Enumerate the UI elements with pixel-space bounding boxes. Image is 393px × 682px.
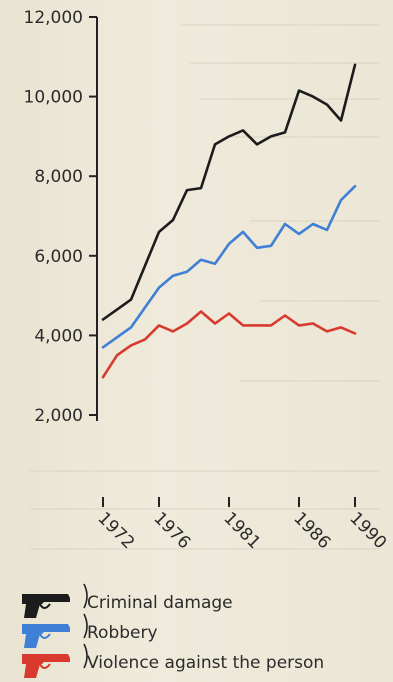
pistol-icon-guard bbox=[39, 633, 51, 639]
x-axis-ticks: 1972 1976 1981 1986 1990 bbox=[93, 497, 390, 553]
pistol-icon-grip bbox=[24, 664, 40, 678]
pistol-icon-body bbox=[22, 654, 70, 664]
x-tick-label: 1990 bbox=[345, 508, 390, 553]
pistol-icon bbox=[22, 613, 88, 648]
x-tick-label: 1981 bbox=[219, 508, 264, 553]
series-line bbox=[101, 184, 357, 349]
pistol-icon-body bbox=[22, 624, 70, 634]
y-tick-label: 6,000 bbox=[34, 247, 83, 267]
pistol-icon-guard bbox=[39, 663, 51, 669]
y-tick-label: 2,000 bbox=[34, 406, 83, 426]
series-line bbox=[101, 63, 357, 321]
x-tick-label: 1976 bbox=[149, 508, 194, 553]
legend-label: Criminal damage bbox=[87, 593, 233, 613]
x-tick-label: 1986 bbox=[289, 508, 334, 553]
pistol-icon-guard bbox=[39, 603, 51, 609]
series-line bbox=[101, 310, 357, 379]
pistol-icon-grip bbox=[24, 634, 40, 648]
y-tick-label: 12,000 bbox=[24, 8, 83, 28]
series-lines bbox=[101, 63, 357, 379]
y-tick-label: 10,000 bbox=[24, 88, 83, 108]
pistol-icon-grip bbox=[24, 604, 40, 618]
pistol-icon bbox=[22, 643, 88, 678]
pistol-icon bbox=[22, 583, 88, 618]
legend-bracket bbox=[83, 643, 88, 669]
legend: Criminal damage Robbery Violence against t… bbox=[22, 583, 324, 678]
y-axis-ticks: 2,000 4,000 6,000 8,000 10,000 12,000 bbox=[24, 8, 97, 426]
y-tick-label: 4,000 bbox=[34, 326, 83, 346]
x-tick-label: 1972 bbox=[93, 508, 138, 553]
pistol-icon-body bbox=[22, 594, 70, 604]
legend-label: Robbery bbox=[87, 623, 158, 643]
y-tick-label: 8,000 bbox=[34, 167, 83, 187]
legend-bracket bbox=[83, 613, 88, 639]
legend-bracket bbox=[83, 583, 88, 609]
legend-label: Violence against the person bbox=[87, 653, 324, 673]
